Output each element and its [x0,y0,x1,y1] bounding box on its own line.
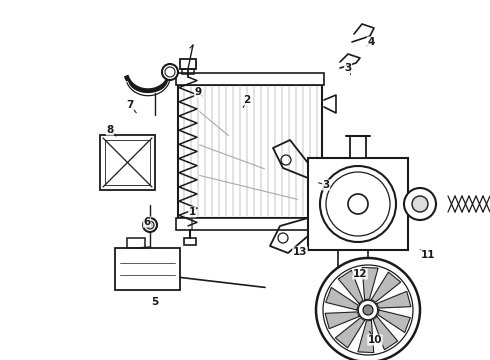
Bar [350,136,366,158]
Text: 3: 3 [344,63,352,73]
Bar [184,238,196,245]
Text: 7: 7 [126,100,134,110]
Bar [100,135,155,190]
Text: 10: 10 [368,335,382,345]
Text: 4: 4 [368,37,375,47]
Polygon shape [373,316,398,350]
Circle shape [143,218,157,232]
Circle shape [348,194,368,214]
Text: 1: 1 [188,207,196,217]
Circle shape [316,258,420,360]
Circle shape [358,300,378,320]
Polygon shape [358,320,374,352]
Text: 8: 8 [106,125,114,135]
Text: 9: 9 [195,87,201,97]
Text: 2: 2 [244,95,250,105]
Text: 6: 6 [144,217,150,227]
Polygon shape [338,270,363,303]
Polygon shape [371,272,401,302]
Bar [127,238,145,248]
Bar [182,69,194,74]
Circle shape [146,221,154,229]
Circle shape [404,188,436,220]
Circle shape [363,305,373,315]
Text: 12: 12 [353,269,367,279]
Polygon shape [326,288,358,310]
Polygon shape [362,267,378,300]
Text: 3: 3 [322,180,330,190]
Bar [176,73,324,85]
Circle shape [162,64,178,80]
Polygon shape [325,312,359,329]
Text: 11: 11 [421,250,435,260]
Bar [176,218,324,230]
Bar [180,59,196,69]
Polygon shape [378,310,410,333]
Polygon shape [377,291,411,308]
Bar [115,248,180,290]
Bar [105,140,150,185]
Text: 13: 13 [293,247,307,257]
Text: 5: 5 [151,297,159,307]
Bar [178,85,322,218]
Bar [308,158,408,250]
Polygon shape [335,318,365,348]
Circle shape [412,196,428,212]
